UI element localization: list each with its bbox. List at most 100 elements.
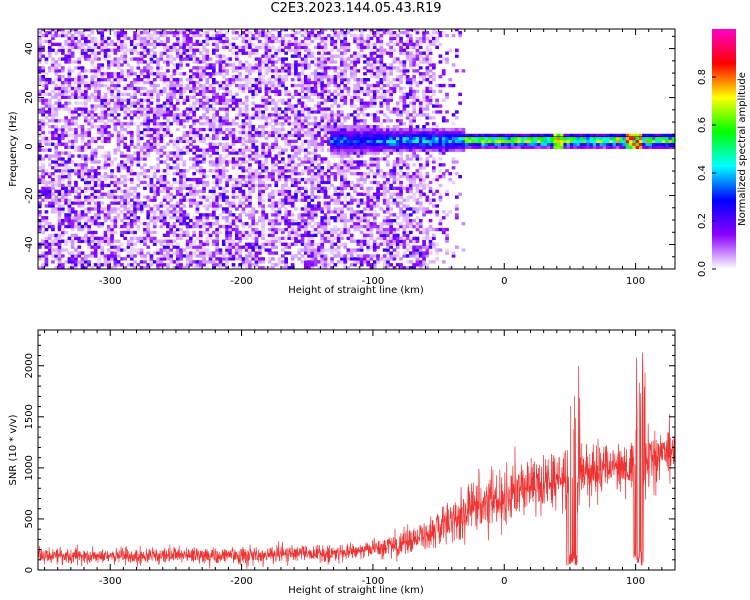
spectrogram-cell <box>195 163 200 167</box>
spectrogram-cell <box>120 101 124 105</box>
spectrogram-cell <box>70 260 75 264</box>
spectrogram-cell <box>77 145 82 149</box>
spectrogram-cell <box>323 130 328 135</box>
spectrogram-cell <box>287 157 292 161</box>
spectrogram-cell <box>107 66 111 70</box>
spectrogram-cell <box>129 251 134 255</box>
spectrogram-cell <box>323 207 328 211</box>
spectrogram-cell <box>185 266 190 269</box>
spectrogram-cell <box>87 83 91 88</box>
spectrogram-cell <box>326 80 331 85</box>
spectrogram-cell <box>93 54 98 58</box>
spectrogram-cell <box>212 213 216 217</box>
spectrogram-cell <box>297 239 302 243</box>
spectrogram-cell <box>294 104 298 108</box>
spectrogram-cell <box>61 92 65 97</box>
spectrogram-cell <box>139 104 144 108</box>
spectrogram-cell <box>47 163 52 167</box>
spectrogram-cell <box>235 236 239 241</box>
spectrogram-cell <box>166 195 170 199</box>
spectrogram-cell <box>195 219 200 223</box>
spectrogram-cell <box>297 148 302 152</box>
spectrogram-cell <box>290 222 295 226</box>
spectrogram-cell <box>297 180 302 185</box>
spectrogram-cell <box>349 148 354 152</box>
spectrogram-cell <box>359 42 364 47</box>
spectrogram-cell <box>120 189 124 194</box>
spectrogram-cell <box>235 224 239 229</box>
spectrogram-cell <box>57 251 62 255</box>
spectrogram-cell <box>126 242 131 246</box>
spectrogram-cell <box>129 157 134 161</box>
spectrogram-cell <box>205 63 210 67</box>
spectrogram-cell <box>258 260 262 264</box>
spectrogram-cell <box>326 116 331 120</box>
spectrogram-cell <box>113 239 118 243</box>
spectrogram-cell <box>300 160 305 164</box>
spectrogram-cell <box>41 175 45 179</box>
spectrogram-cell <box>343 98 348 102</box>
spectrogram-cell <box>97 245 101 249</box>
spectrogram-cell <box>317 57 321 61</box>
spectrogram-cell <box>336 219 341 223</box>
spectrogram-cell <box>254 45 259 50</box>
spectrogram-cell <box>290 198 295 202</box>
spectrogram-cell <box>317 63 321 67</box>
spectrogram-cell <box>336 139 341 144</box>
spectrogram-cell <box>110 95 114 99</box>
spectrogram-cell <box>47 242 52 246</box>
spectrogram-cell <box>304 31 308 35</box>
spectrogram-cell <box>343 172 348 176</box>
spectrogram-cell <box>310 263 315 267</box>
spectrogram-cell <box>143 75 147 79</box>
spectrogram-cell <box>330 133 334 138</box>
spectrogram-cell <box>323 69 328 73</box>
spectrogram-cell <box>67 207 72 211</box>
spectrogram-cell <box>307 95 311 99</box>
spectrogram-cell <box>297 224 302 229</box>
spectrogram-cell <box>156 101 160 105</box>
spectrogram-cell <box>212 86 216 91</box>
spectrogram-cell <box>336 163 341 167</box>
spectrogram-cell <box>290 95 295 99</box>
spectrogram-cell <box>149 142 154 146</box>
spectrogram-cell <box>254 133 259 138</box>
spectrogram-cell <box>277 89 282 94</box>
spectrogram-cell <box>281 227 285 232</box>
spectrogram-cell <box>110 119 114 123</box>
spectrogram-cell <box>166 95 170 99</box>
spectrogram-cell <box>152 219 157 223</box>
spectrogram-cell <box>51 248 55 252</box>
spectrogram-cell <box>149 230 154 235</box>
spectrogram-cell <box>67 127 72 132</box>
spectrogram-cell <box>290 160 295 164</box>
spectrogram-cell <box>152 130 157 135</box>
spectrogram-cell <box>189 75 193 79</box>
spectrogram-cell <box>185 177 190 182</box>
spectrogram-cell <box>77 107 82 111</box>
spectrogram-cell <box>349 104 354 108</box>
spectrogram-cell <box>235 195 239 199</box>
spectrogram-cell <box>277 39 282 44</box>
spectrogram-cell <box>51 125 55 129</box>
spectrogram-cell <box>80 95 85 99</box>
spectrogram-cell <box>70 154 75 158</box>
spectrogram-cell <box>87 183 91 188</box>
spectrogram-cell <box>90 39 95 44</box>
spectrogram-cell <box>274 107 279 111</box>
spectrogram-cell <box>231 195 236 199</box>
spectrogram-cell <box>54 189 59 194</box>
spectrogram-cell <box>241 192 246 196</box>
spectrogram-cell <box>359 160 364 164</box>
spectrogram-cell <box>93 104 98 108</box>
spectrogram-cell <box>159 29 164 32</box>
spectrogram-cell <box>343 72 348 76</box>
spectrogram-cell <box>248 122 252 126</box>
spectrogram-cell <box>74 139 78 144</box>
spectrogram-cell <box>166 83 170 88</box>
spectrogram-cell <box>218 72 223 76</box>
spectrogram-cell <box>156 42 160 47</box>
spectrogram-cell <box>231 75 236 79</box>
spectrogram-cell <box>317 92 321 97</box>
spectrogram-cell <box>195 216 200 220</box>
